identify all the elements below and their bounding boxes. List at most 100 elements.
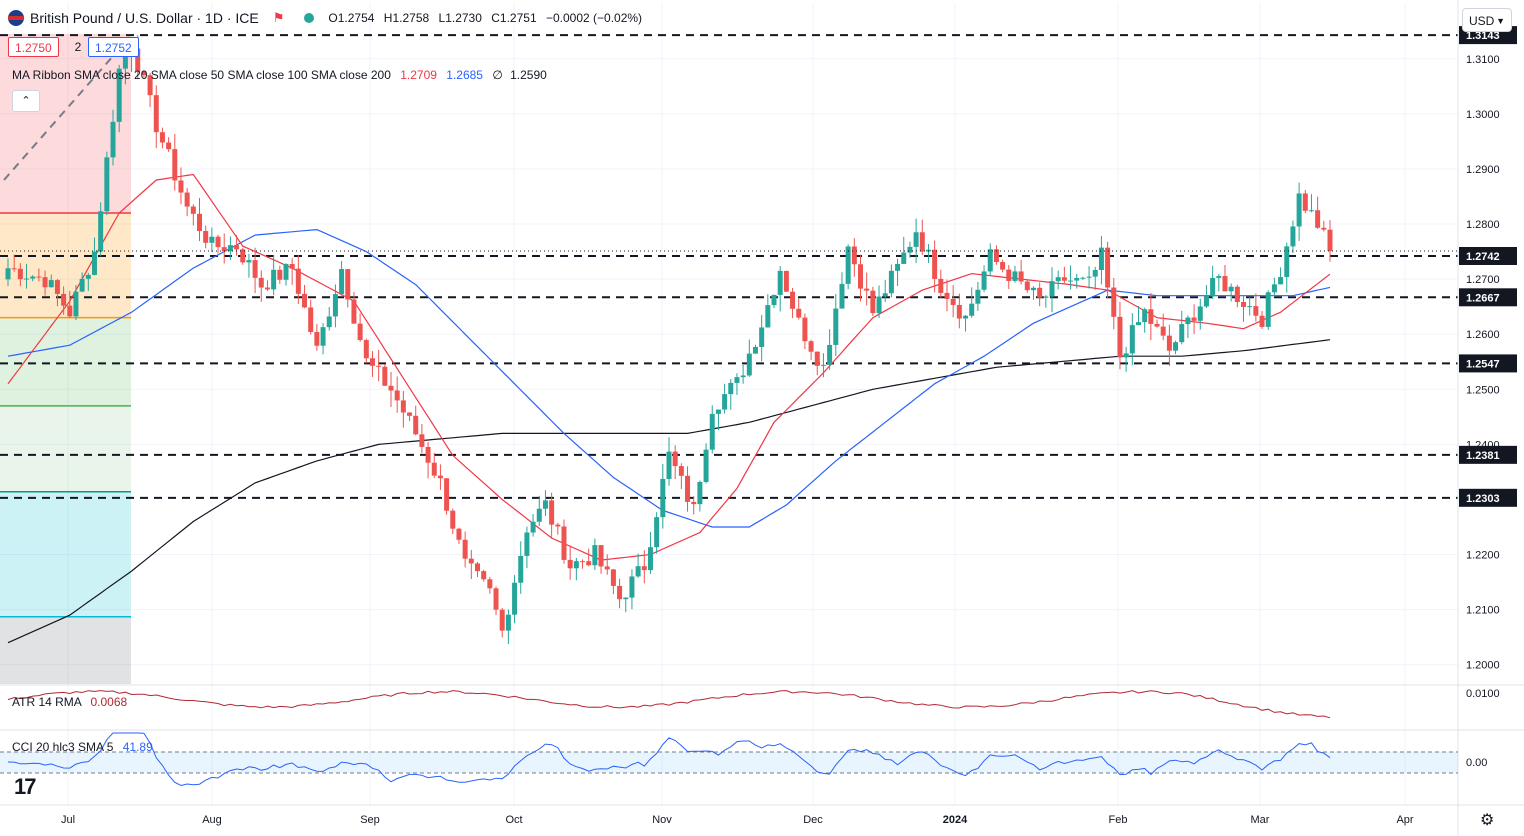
candle-body: [981, 271, 987, 290]
ma100-value: ∅: [492, 68, 503, 82]
candle-body: [1043, 296, 1049, 298]
level-tag: 1.2667: [1466, 292, 1500, 304]
symbol-title[interactable]: British Pound / U.S. Dollar · 1D · ICE: [30, 10, 259, 26]
candle-body: [1228, 286, 1234, 292]
candle-body: [147, 75, 153, 96]
candle-body: [641, 566, 647, 571]
ma-ribbon-legend[interactable]: MA Ribbon SMA close 20 SMA close 50 SMA …: [12, 68, 547, 82]
candle-body: [715, 409, 721, 414]
candle-body: [67, 305, 73, 317]
time-tick: Sep: [360, 814, 380, 826]
time-tick: Nov: [652, 814, 672, 826]
candle-body: [1135, 322, 1141, 326]
candle-body: [796, 308, 802, 318]
gear-icon[interactable]: ⚙: [1480, 812, 1495, 829]
tradingview-logo-icon: 17: [14, 774, 37, 799]
candle-body: [1006, 269, 1012, 281]
candle-body: [104, 157, 110, 212]
candle-body: [542, 500, 548, 509]
candle-body: [240, 249, 246, 263]
candle-body: [30, 276, 36, 279]
candle-body: [1160, 326, 1166, 336]
candle-body: [1179, 324, 1185, 343]
candle-body: [944, 292, 950, 299]
candle-body: [802, 317, 808, 342]
candle-body: [302, 293, 308, 308]
candle-body: [518, 555, 524, 583]
ma20-line: [7, 173, 1331, 561]
candle-body: [24, 278, 30, 280]
chevron-down-icon: ▼: [1496, 16, 1505, 26]
candle-body: [135, 48, 141, 72]
flag-icon[interactable]: ⚑: [272, 10, 285, 25]
candle-body: [227, 245, 233, 252]
candle-body: [394, 390, 400, 401]
candle-body: [969, 303, 975, 316]
candle-body: [215, 236, 221, 248]
candle-body: [1018, 271, 1024, 282]
low-value: L1.2730: [438, 11, 482, 25]
level-tag: 1.2381: [1466, 450, 1500, 462]
candle-body: [1241, 302, 1247, 307]
candle-body: [339, 269, 345, 295]
candle-body: [580, 561, 586, 563]
open-value: O1.2754: [328, 11, 375, 25]
ma200-value: 1.2590: [510, 68, 547, 82]
candle-body: [895, 263, 901, 271]
level-tag-bg: [1459, 488, 1517, 507]
level-tag: 1.3143: [1466, 30, 1500, 42]
candle-body: [1185, 317, 1191, 325]
time-tick: Mar: [1251, 814, 1270, 826]
candle-body: [907, 246, 913, 253]
candle-body: [1148, 309, 1154, 324]
candle-body: [833, 308, 839, 345]
change-value: −0.0002 (−0.02%): [545, 11, 643, 25]
candle-body: [740, 375, 746, 378]
candle-body: [888, 270, 894, 294]
candle-body: [1173, 342, 1179, 351]
candle-body: [425, 446, 431, 463]
time-tick: Feb: [1109, 814, 1128, 826]
candle-body: [530, 521, 536, 533]
price-tick: 1.2000: [1466, 660, 1500, 672]
candle-body: [672, 451, 678, 467]
candle-body: [709, 413, 715, 450]
candle-body: [858, 264, 864, 289]
candle-body: [938, 278, 944, 293]
candle-body: [1210, 277, 1216, 297]
candle-body: [1037, 287, 1043, 298]
candle-body: [1142, 309, 1148, 323]
candle-body: [246, 260, 252, 263]
candle-body: [993, 249, 999, 263]
cci-line: [7, 732, 1331, 787]
high-value: H1.2758: [383, 11, 430, 25]
time-tick: Aug: [202, 814, 222, 826]
currency-select[interactable]: USD ▼: [1462, 8, 1512, 32]
sell-button[interactable]: 1.2750: [8, 37, 59, 57]
candle-body: [1030, 287, 1036, 291]
candle-body: [814, 351, 820, 366]
candle-body: [17, 268, 23, 280]
atr-legend[interactable]: ATR 14 RMA 0.0068: [12, 695, 127, 709]
candle-body: [1278, 277, 1284, 285]
candle-body: [1111, 287, 1117, 317]
candle-body: [845, 246, 851, 284]
candle-body: [110, 121, 116, 158]
candle-body: [54, 280, 60, 294]
time-tick: Dec: [803, 814, 823, 826]
candle-body: [264, 287, 270, 290]
price-tick: 1.2900: [1466, 164, 1500, 176]
cci-legend[interactable]: CCI 20 hlc3 SMA 5 41.89: [12, 740, 153, 754]
currency-label: USD: [1469, 14, 1495, 28]
candle-body: [314, 331, 320, 346]
buy-button[interactable]: 1.2752: [88, 37, 139, 57]
collapse-legend-button[interactable]: ⌃: [12, 90, 40, 112]
candle-body: [141, 71, 147, 76]
candle-body: [1265, 292, 1271, 327]
candle-body: [456, 528, 462, 540]
candle-body: [1123, 353, 1129, 358]
candle-body: [209, 236, 215, 243]
candle-body: [369, 358, 375, 366]
candle-body: [172, 149, 178, 181]
